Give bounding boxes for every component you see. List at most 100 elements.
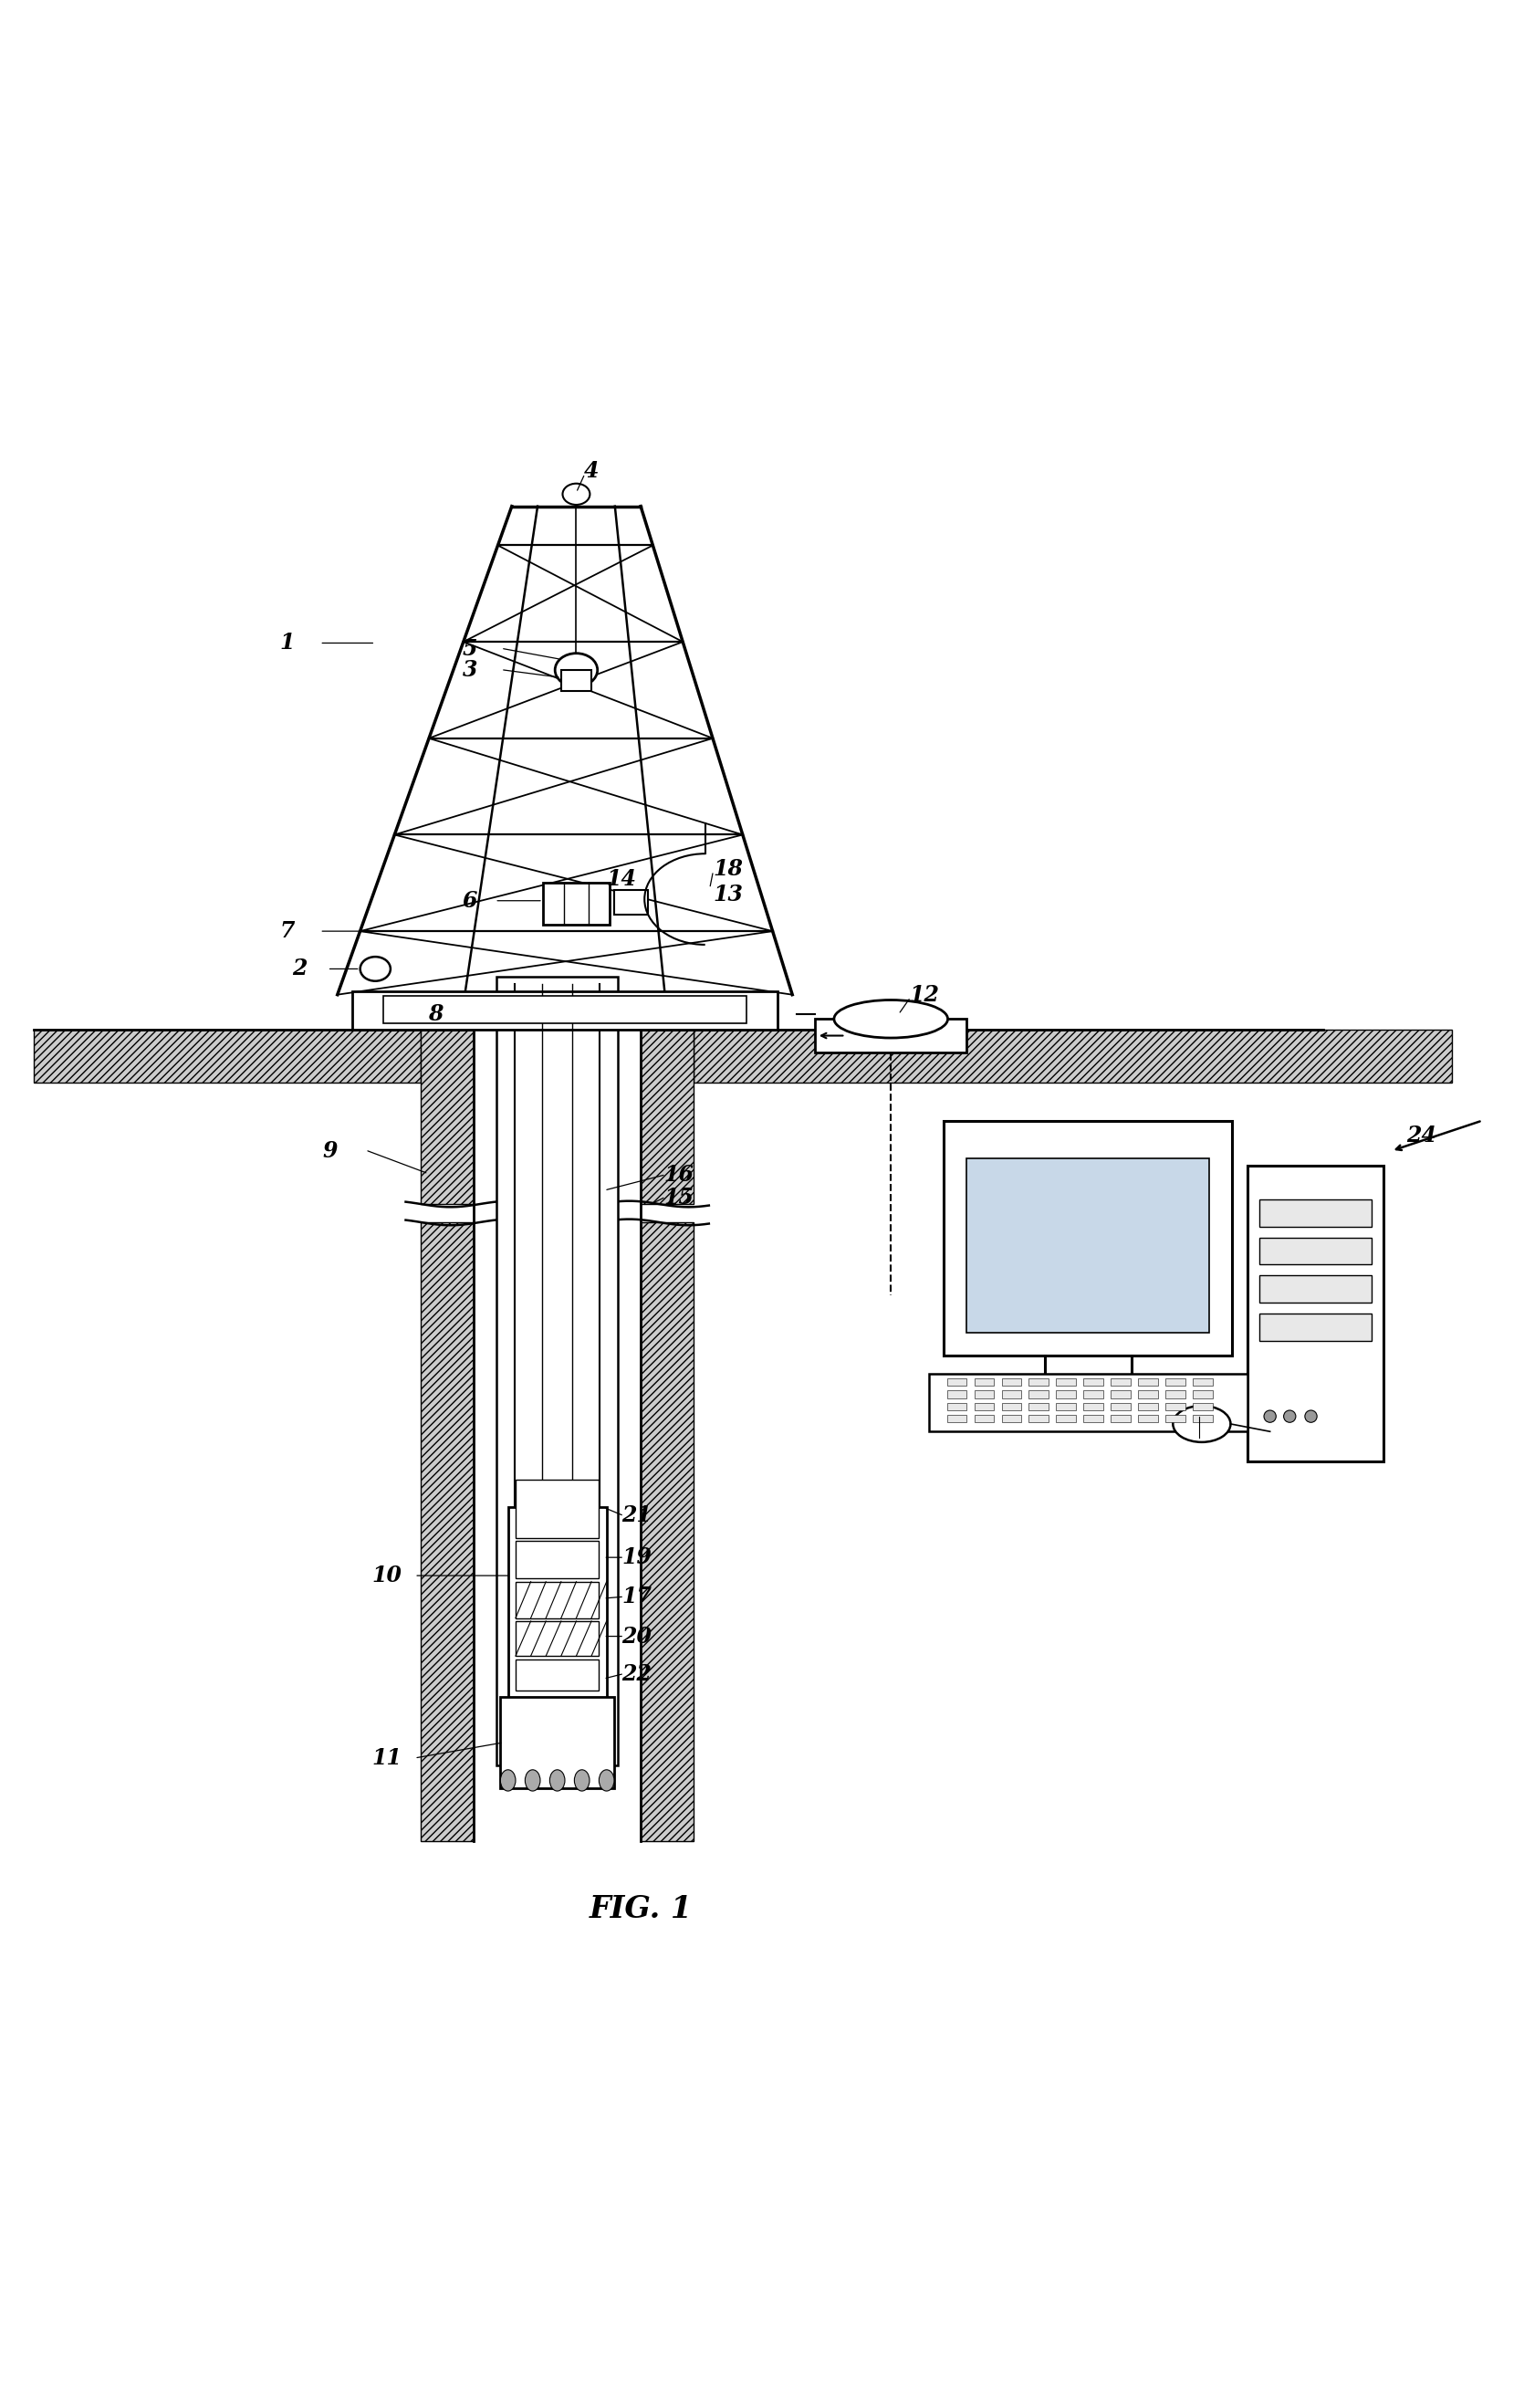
Text: 16: 16 [663, 1163, 693, 1187]
Bar [1111, 1377, 1131, 1387]
Bar [946, 1404, 966, 1411]
Text: 18: 18 [713, 857, 742, 879]
Bar [515, 1659, 599, 1690]
Bar [1166, 1416, 1186, 1423]
Bar [1259, 1276, 1372, 1303]
Ellipse shape [1173, 1406, 1230, 1442]
Ellipse shape [500, 1770, 515, 1792]
Bar [946, 1389, 966, 1399]
Bar [1193, 1377, 1213, 1387]
Bar [1259, 1238, 1372, 1264]
Text: 22: 22 [622, 1664, 652, 1686]
Bar [1084, 1416, 1103, 1423]
Bar [1166, 1389, 1186, 1399]
Bar [421, 1223, 474, 1842]
Bar [1166, 1404, 1186, 1411]
Bar [1056, 1416, 1076, 1423]
Text: 11: 11 [372, 1746, 402, 1767]
Bar [614, 891, 648, 915]
Bar [34, 1031, 421, 1084]
Ellipse shape [599, 1770, 614, 1792]
Ellipse shape [575, 1770, 590, 1792]
Bar [946, 1377, 966, 1387]
Bar [1259, 1199, 1372, 1226]
Bar [640, 1031, 693, 1204]
Bar [1056, 1389, 1076, 1399]
Text: 17: 17 [622, 1587, 652, 1609]
Bar [693, 1031, 1452, 1084]
Ellipse shape [555, 653, 597, 686]
Text: 8: 8 [428, 1004, 443, 1026]
Bar [1001, 1404, 1021, 1411]
Text: FIG. 1: FIG. 1 [590, 1895, 692, 1924]
Bar [515, 1481, 599, 1539]
Bar [974, 1377, 994, 1387]
Bar [383, 997, 747, 1023]
Text: 7: 7 [280, 920, 294, 942]
Text: 9: 9 [322, 1139, 337, 1163]
Text: 15: 15 [663, 1187, 693, 1209]
Ellipse shape [360, 956, 390, 980]
Text: 13: 13 [713, 884, 742, 905]
Bar [1193, 1416, 1213, 1423]
Bar [561, 669, 591, 691]
Bar [1247, 1165, 1384, 1462]
Bar [1084, 1377, 1103, 1387]
Ellipse shape [562, 484, 590, 506]
Text: 19: 19 [622, 1546, 652, 1568]
Bar [928, 1375, 1247, 1430]
Text: 21: 21 [622, 1505, 652, 1527]
Bar [500, 1698, 614, 1789]
Bar [1001, 1389, 1021, 1399]
Bar [1138, 1404, 1158, 1411]
Bar [972, 1382, 1204, 1404]
Bar [1259, 1312, 1372, 1341]
Bar [1029, 1404, 1049, 1411]
Text: 14: 14 [607, 869, 637, 891]
Text: 5: 5 [462, 638, 477, 660]
Bar [640, 1223, 693, 1842]
Bar [1111, 1404, 1131, 1411]
Text: 4: 4 [584, 460, 599, 482]
Bar [1166, 1377, 1186, 1387]
Bar [1029, 1377, 1049, 1387]
Ellipse shape [1305, 1411, 1317, 1423]
Bar [543, 881, 610, 925]
Bar [421, 1031, 474, 1204]
Text: 2: 2 [293, 958, 306, 980]
Bar [1056, 1404, 1076, 1411]
Bar [943, 1120, 1231, 1356]
Bar [515, 1582, 599, 1618]
Text: 3: 3 [462, 660, 477, 681]
Text: 20: 20 [622, 1625, 652, 1647]
Bar [1138, 1416, 1158, 1423]
Bar [1193, 1389, 1213, 1399]
Bar [1001, 1377, 1021, 1387]
Text: 6: 6 [462, 889, 477, 913]
Ellipse shape [526, 1770, 539, 1792]
Ellipse shape [550, 1770, 565, 1792]
Bar [1138, 1389, 1158, 1399]
Bar [974, 1389, 994, 1399]
Bar [1138, 1377, 1158, 1387]
Text: 1: 1 [280, 631, 294, 655]
Bar [1029, 1416, 1049, 1423]
Bar [974, 1416, 994, 1423]
Bar [974, 1404, 994, 1411]
Ellipse shape [1283, 1411, 1295, 1423]
Bar [1029, 1389, 1049, 1399]
Text: 24: 24 [1407, 1125, 1437, 1146]
Bar [1056, 1377, 1076, 1387]
Text: 12: 12 [910, 985, 939, 1007]
Bar [815, 1019, 966, 1052]
Bar [1193, 1404, 1213, 1411]
Bar [946, 1416, 966, 1423]
Bar [515, 1621, 599, 1657]
Ellipse shape [1263, 1411, 1276, 1423]
Bar [1084, 1389, 1103, 1399]
Text: 10: 10 [372, 1565, 402, 1587]
Bar [474, 1031, 640, 1842]
Bar [507, 1507, 607, 1719]
Bar [1111, 1416, 1131, 1423]
Bar [1001, 1416, 1021, 1423]
